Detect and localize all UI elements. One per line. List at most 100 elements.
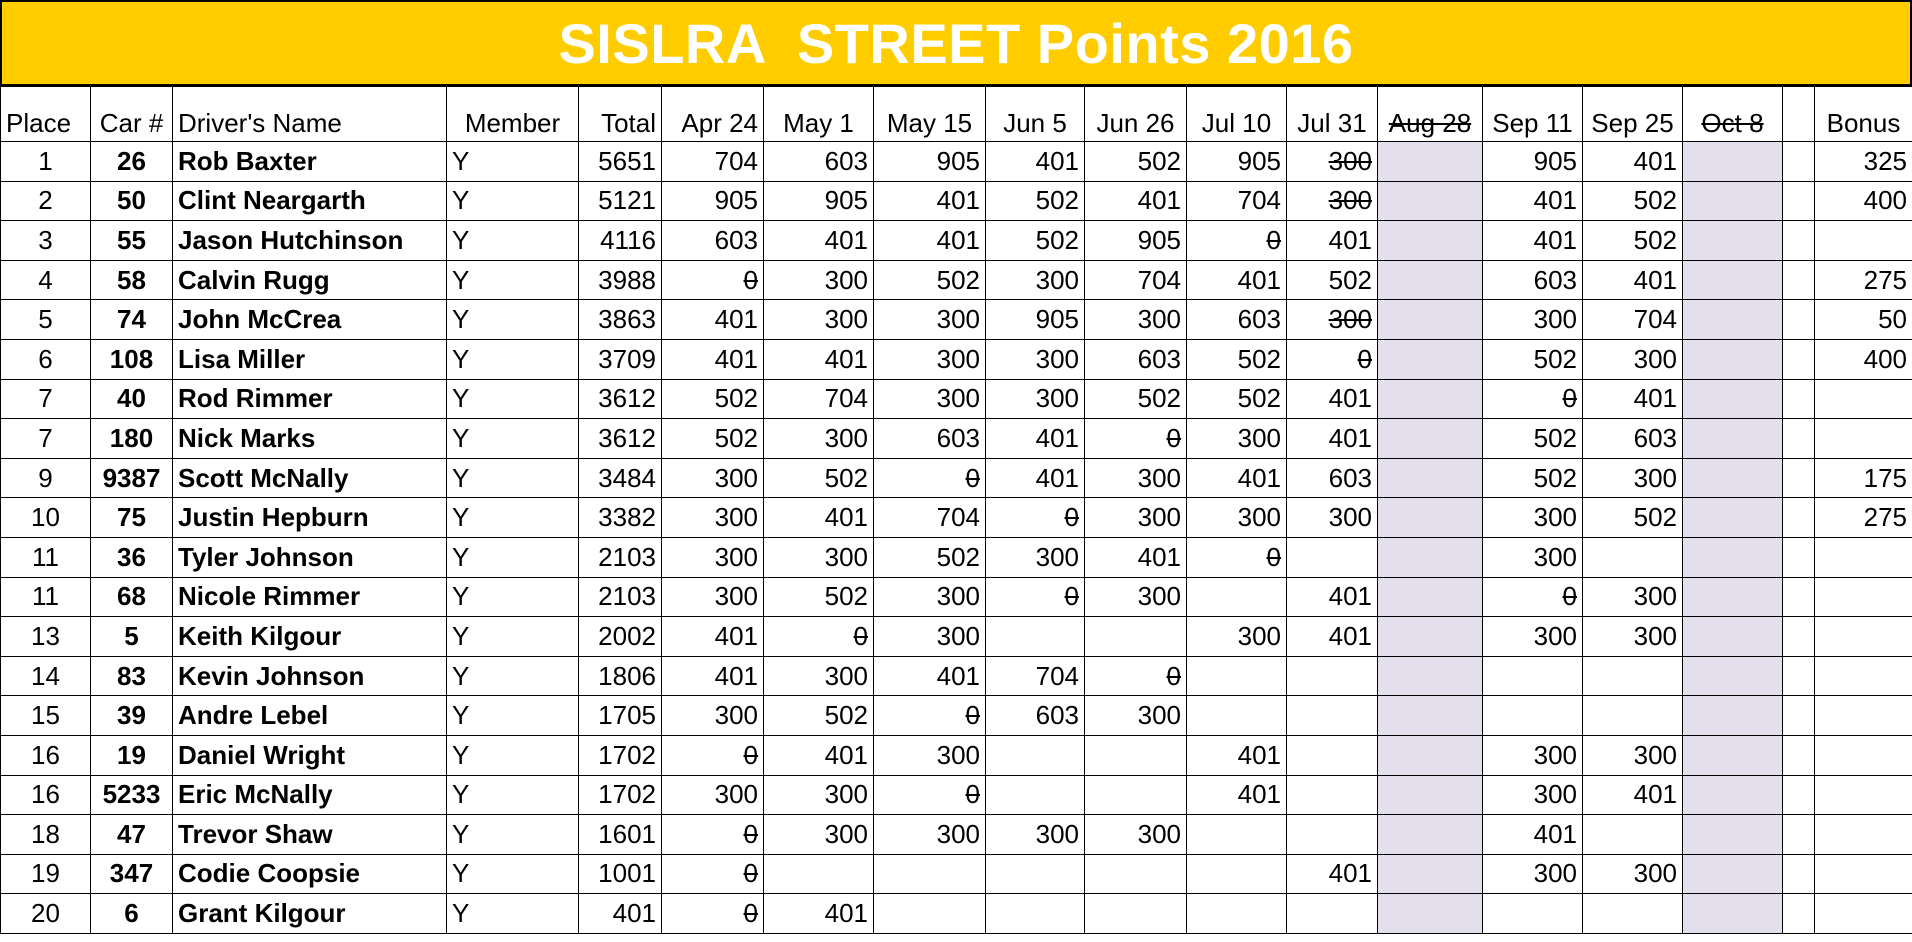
- place-cell[interactable]: 20: [0, 893, 91, 934]
- race-points-cell[interactable]: 905: [1084, 220, 1187, 261]
- race-points-cell[interactable]: 401: [1482, 814, 1583, 855]
- total-cell[interactable]: 3484: [578, 457, 662, 499]
- race-points-cell[interactable]: 502: [763, 695, 874, 736]
- race-points-cell[interactable]: 401: [985, 141, 1085, 182]
- race-points-cell[interactable]: 300: [1084, 576, 1187, 618]
- race-points-cell[interactable]: [1186, 853, 1287, 895]
- driver-name-cell[interactable]: Calvin Rugg: [172, 259, 447, 301]
- race-points-cell[interactable]: 300: [1186, 616, 1287, 657]
- race-points-cell[interactable]: 401: [763, 497, 874, 538]
- race-points-cell[interactable]: [1186, 655, 1287, 697]
- race-points-cell[interactable]: [1286, 655, 1378, 697]
- race-points-cell[interactable]: 603: [1084, 338, 1187, 380]
- race-points-cell[interactable]: [985, 734, 1085, 776]
- race-points-cell[interactable]: 502: [1582, 497, 1683, 538]
- driver-name-cell[interactable]: Jason Hutchinson: [172, 220, 447, 261]
- race-points-cell[interactable]: [1286, 734, 1378, 776]
- race-points-cell[interactable]: [1682, 814, 1783, 855]
- race-points-cell[interactable]: 905: [763, 180, 874, 222]
- race-points-cell[interactable]: 401: [873, 655, 986, 697]
- total-cell[interactable]: 1001: [578, 853, 662, 895]
- driver-name-cell[interactable]: Keith Kilgour: [172, 616, 447, 657]
- race-points-cell[interactable]: 300: [1582, 576, 1683, 618]
- race-points-cell[interactable]: 401: [1286, 418, 1378, 459]
- race-points-cell[interactable]: [1377, 259, 1483, 301]
- race-points-cell[interactable]: 0: [985, 497, 1085, 538]
- race-points-cell[interactable]: [985, 893, 1085, 934]
- race-points-cell[interactable]: [1582, 655, 1683, 697]
- race-points-cell[interactable]: [1782, 734, 1815, 776]
- car-number-cell[interactable]: 26: [90, 141, 173, 182]
- car-number-cell[interactable]: 58: [90, 259, 173, 301]
- race-points-cell[interactable]: 401: [1286, 378, 1378, 420]
- race-points-cell[interactable]: [1782, 695, 1815, 736]
- bonus-cell[interactable]: 275: [1814, 259, 1912, 301]
- race-points-cell[interactable]: 603: [873, 418, 986, 459]
- race-points-cell[interactable]: [1682, 299, 1783, 340]
- member-cell[interactable]: Y: [446, 457, 579, 499]
- race-points-cell[interactable]: 401: [1186, 259, 1287, 301]
- place-cell[interactable]: 3: [0, 220, 91, 261]
- race-points-cell[interactable]: [1682, 418, 1783, 459]
- race-points-cell[interactable]: 0: [1084, 418, 1187, 459]
- race-points-cell[interactable]: 300: [763, 259, 874, 301]
- race-points-cell[interactable]: 300: [1482, 853, 1583, 895]
- race-points-cell[interactable]: [1682, 616, 1783, 657]
- race-points-cell[interactable]: 0: [1482, 378, 1583, 420]
- place-cell[interactable]: 14: [0, 655, 91, 697]
- total-cell[interactable]: 3612: [578, 378, 662, 420]
- race-points-cell[interactable]: [763, 853, 874, 895]
- race-points-cell[interactable]: [1682, 695, 1783, 736]
- car-number-cell[interactable]: 55: [90, 220, 173, 261]
- race-points-cell[interactable]: [873, 893, 986, 934]
- race-points-cell[interactable]: 0: [873, 695, 986, 736]
- race-points-cell[interactable]: [1482, 695, 1583, 736]
- race-points-cell[interactable]: 401: [763, 338, 874, 380]
- car-number-cell[interactable]: 9387: [90, 457, 173, 499]
- race-points-cell[interactable]: 300: [985, 338, 1085, 380]
- race-points-cell[interactable]: 401: [1286, 853, 1378, 895]
- member-cell[interactable]: Y: [446, 774, 579, 816]
- bonus-cell[interactable]: [1814, 774, 1912, 816]
- race-points-cell[interactable]: 300: [873, 734, 986, 776]
- total-cell[interactable]: 3382: [578, 497, 662, 538]
- race-points-cell[interactable]: 300: [1482, 734, 1583, 776]
- race-points-cell[interactable]: [1377, 853, 1483, 895]
- race-points-cell[interactable]: [1377, 418, 1483, 459]
- race-points-cell[interactable]: 0: [1286, 338, 1378, 380]
- race-points-cell[interactable]: 300: [661, 695, 764, 736]
- race-points-cell[interactable]: [1582, 536, 1683, 578]
- race-points-cell[interactable]: [1782, 220, 1815, 261]
- race-points-cell[interactable]: [1377, 299, 1483, 340]
- driver-name-cell[interactable]: Daniel Wright: [172, 734, 447, 776]
- total-cell[interactable]: 3709: [578, 338, 662, 380]
- race-points-cell[interactable]: 300: [873, 378, 986, 420]
- member-cell[interactable]: Y: [446, 220, 579, 261]
- race-points-cell[interactable]: 704: [1582, 299, 1683, 340]
- race-points-cell[interactable]: [1682, 655, 1783, 697]
- race-points-cell[interactable]: [1682, 141, 1783, 182]
- race-points-cell[interactable]: [1084, 853, 1187, 895]
- race-points-cell[interactable]: 401: [985, 457, 1085, 499]
- car-number-cell[interactable]: 19: [90, 734, 173, 776]
- race-points-cell[interactable]: 300: [1084, 497, 1187, 538]
- race-points-cell[interactable]: 300: [985, 814, 1085, 855]
- bonus-cell[interactable]: [1814, 576, 1912, 618]
- race-points-cell[interactable]: [1377, 695, 1483, 736]
- bonus-cell[interactable]: [1814, 655, 1912, 697]
- member-cell[interactable]: Y: [446, 576, 579, 618]
- race-points-cell[interactable]: 401: [1084, 536, 1187, 578]
- race-points-cell[interactable]: [1782, 299, 1815, 340]
- race-points-cell[interactable]: [1682, 457, 1783, 499]
- race-points-cell[interactable]: 300: [1286, 497, 1378, 538]
- race-points-cell[interactable]: [1782, 338, 1815, 380]
- race-points-cell[interactable]: [1084, 616, 1187, 657]
- place-cell[interactable]: 15: [0, 695, 91, 736]
- car-number-cell[interactable]: 5233: [90, 774, 173, 816]
- race-points-cell[interactable]: 502: [1482, 418, 1583, 459]
- race-points-cell[interactable]: 502: [661, 378, 764, 420]
- race-points-cell[interactable]: [1377, 814, 1483, 855]
- race-points-cell[interactable]: [1782, 893, 1815, 934]
- race-points-cell[interactable]: [1286, 814, 1378, 855]
- place-cell[interactable]: 10: [0, 497, 91, 538]
